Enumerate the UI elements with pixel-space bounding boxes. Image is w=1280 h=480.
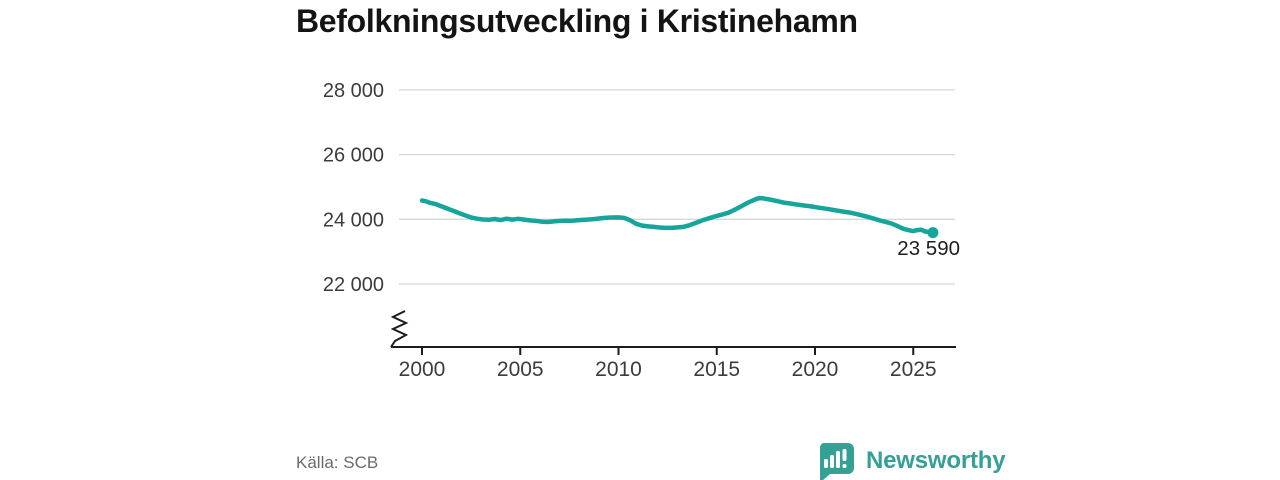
source-note: Källa: SCB — [296, 453, 379, 472]
x-tick-label: 2025 — [890, 358, 937, 381]
x-tick-label: 2010 — [595, 358, 642, 381]
y-tick-label: 26 000 — [323, 145, 384, 167]
bar-small — [824, 459, 828, 468]
end-value-label: 23 590 — [897, 237, 960, 260]
bar-large — [836, 451, 840, 468]
brand-name: Newsworthy — [866, 447, 1006, 474]
y-axis-break-icon — [390, 310, 409, 348]
chart-title: Befolkningsutveckling i Kristinehamn — [296, 3, 858, 39]
newsworthy-chart-bubble-icon — [819, 443, 854, 480]
end-point-marker — [927, 227, 939, 239]
y-tick-label: 24 000 — [323, 209, 384, 231]
exclamation-dot — [842, 464, 847, 468]
newsworthy-branding: Newsworthy — [816, 442, 1006, 480]
exclamation-stroke — [842, 449, 847, 461]
x-tick-label: 2005 — [497, 358, 544, 381]
x-tick-label: 2000 — [399, 358, 446, 381]
y-tick-label: 22 000 — [323, 274, 384, 296]
population-line-series — [419, 195, 936, 235]
bar-medium — [830, 455, 834, 468]
y-tick-label: 28 000 — [323, 80, 384, 102]
x-tick-label: 2015 — [693, 358, 740, 381]
x-tick-label: 2020 — [792, 358, 839, 381]
